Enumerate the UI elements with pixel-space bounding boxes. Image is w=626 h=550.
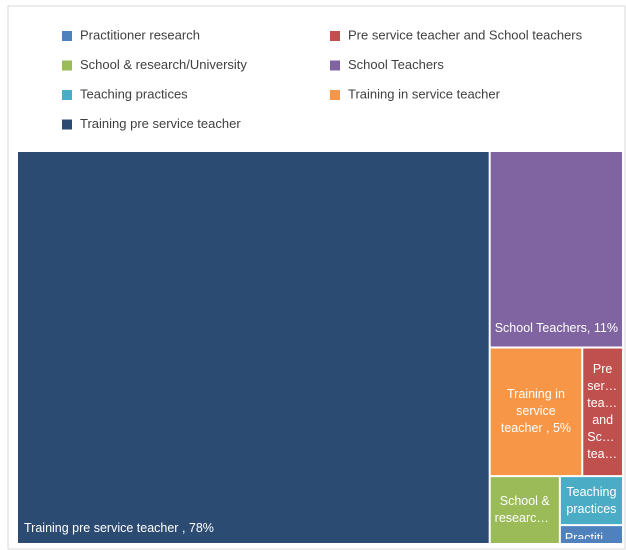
legend-label: School & research/University: [80, 57, 247, 72]
legend-label: Teaching practices: [80, 86, 188, 101]
tile-label: Practitioner research: [564, 531, 618, 539]
tile-label: School & research/University: [494, 494, 555, 526]
legend-swatch: [62, 31, 72, 41]
tile-label-box: Training pre service teacher , 78%: [24, 521, 214, 536]
legend-swatch: [330, 90, 340, 100]
legend-swatch: [62, 119, 72, 130]
treemap-tile: [560, 477, 622, 525]
tile-label-box: Pre service teacher and School teachers: [587, 362, 618, 461]
legend-swatch: [330, 60, 340, 71]
tile-label: School Teachers, 11%: [494, 320, 618, 335]
tile-label-box: Practitioner research: [564, 531, 618, 539]
treemap-tile: [18, 152, 489, 543]
legend-swatch: [62, 90, 72, 100]
tile-label-box: Training in service teacher , 5%: [500, 387, 572, 436]
legend-swatch: [330, 31, 340, 41]
legend-label: Pre service teacher and School teachers: [348, 27, 583, 42]
treemap-tile: [583, 348, 622, 476]
legend-label: Training in service teacher: [348, 86, 501, 101]
treemap-tile: [490, 348, 582, 476]
legend-swatch: [62, 60, 72, 71]
legend-label: Training pre service teacher: [80, 116, 241, 131]
tile-label: Training pre service teacher , 78%: [24, 521, 214, 536]
tile-label-box: School Teachers, 11%: [494, 320, 618, 335]
treemap-tile: [560, 526, 622, 543]
tile-label-box: Teaching practices: [566, 484, 617, 516]
legend-label: School Teachers: [348, 57, 444, 72]
tile-label: Pre service teacher and School teachers: [587, 362, 618, 461]
treemap-tile: [490, 152, 622, 347]
legend-label: Practitioner research: [80, 27, 200, 42]
chart-frame: [7, 5, 626, 550]
tile-label-box: School & research/University: [494, 494, 555, 526]
tile-label: Training in service teacher , 5%: [500, 387, 572, 436]
tile-label: Teaching practices: [566, 484, 617, 516]
treemap-tile: [490, 477, 559, 543]
